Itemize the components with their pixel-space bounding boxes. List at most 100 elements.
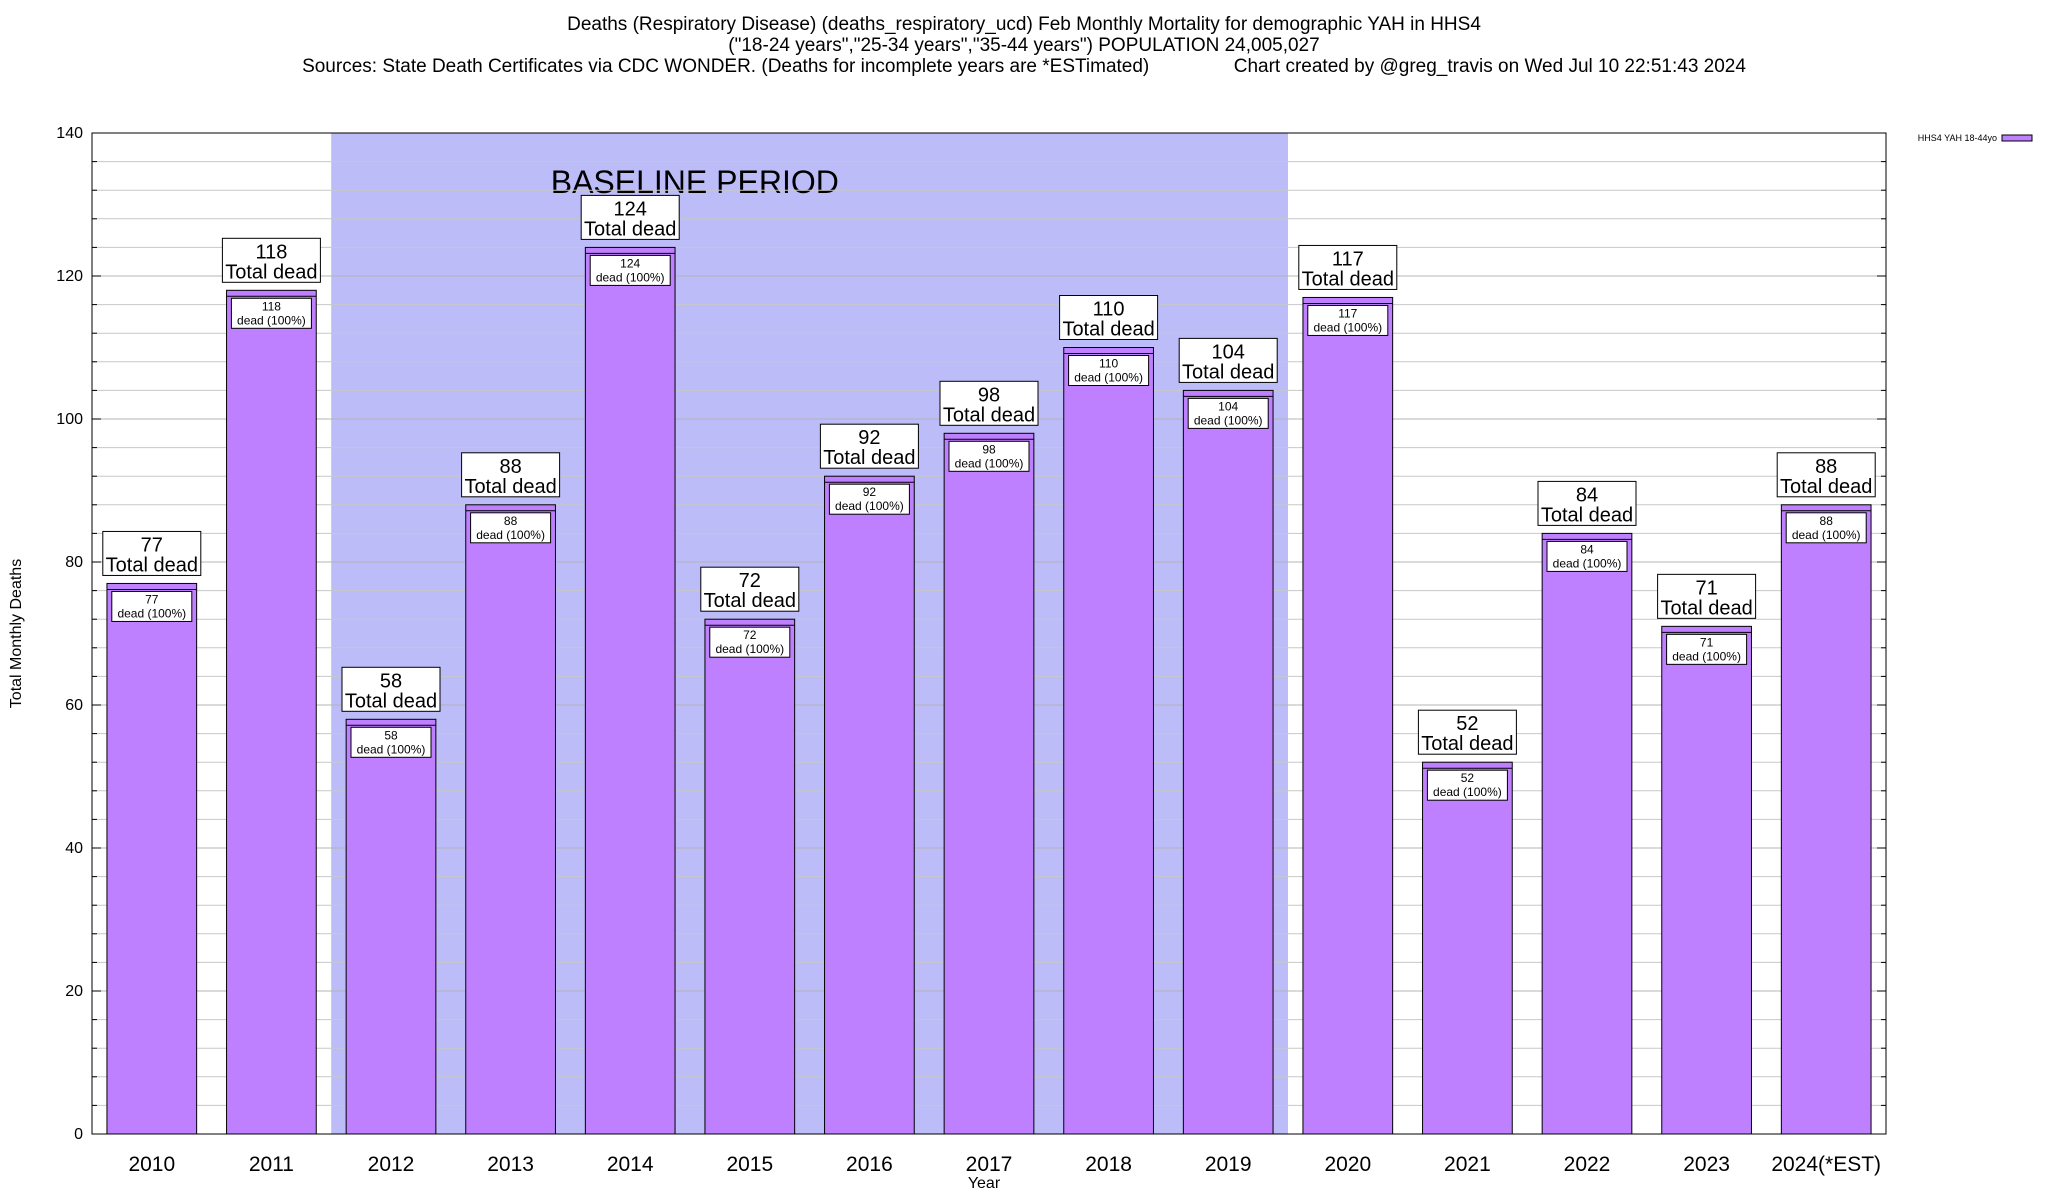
inner-value-label: 84 (1580, 542, 1594, 556)
total-label-box (700, 566, 800, 612)
plot-frame (91, 132, 1887, 1135)
inner-caption-label: dead (100%) (1672, 649, 1741, 663)
inner-caption-label: dead (100%) (357, 742, 426, 756)
total-value-label: 118 (255, 241, 287, 263)
bar-2015 (704, 618, 796, 1135)
inner-label-box (230, 297, 312, 329)
inner-label-box (470, 512, 552, 544)
bar-2018 (1063, 347, 1154, 1135)
inner-caption-label: dead (100%) (1553, 556, 1622, 570)
legend-label: HHS4 YAH 18-44yo (1918, 133, 1997, 143)
x-tick-label: 2023 (1683, 1153, 1730, 1176)
inner-value-label: 118 (262, 299, 281, 313)
inner-label-box (948, 440, 1030, 472)
total-caption-label: Total dead (1660, 597, 1752, 619)
total-value-label: 110 (1093, 299, 1125, 321)
x-tick-label: 2016 (846, 1153, 893, 1176)
bar-2017 (943, 432, 1035, 1135)
total-label-box (1178, 337, 1278, 383)
y-tick-label: 40 (65, 840, 83, 857)
total-caption-label: Total dead (1780, 476, 1872, 498)
total-caption-label: Total dead (1421, 733, 1513, 755)
inner-label-box (1426, 769, 1508, 801)
legend-swatch (2001, 134, 2033, 142)
total-value-label: 77 (141, 534, 163, 556)
x-tick-label: 2020 (1324, 1153, 1371, 1176)
total-value-label: 88 (499, 456, 521, 478)
x-tick-label: 2018 (1085, 1153, 1132, 1176)
inner-caption-label: dead (100%) (715, 642, 784, 656)
y-axis-title: Total Monthly Deaths (8, 559, 25, 708)
total-value-label: 58 (380, 670, 402, 692)
legend-layer: HHS4 YAH 18-44yo (1918, 133, 2033, 143)
chart-title: Deaths (Respiratory Disease) (deaths_res… (567, 14, 1481, 35)
x-tick-label: 2011 (249, 1153, 294, 1176)
bar-2024(*EST) (1780, 504, 1872, 1135)
total-caption-label: Total dead (704, 590, 796, 612)
inner-caption-label: dead (100%) (835, 499, 904, 513)
inner-caption-label: dead (100%) (476, 528, 545, 542)
total-label-box (1417, 709, 1517, 755)
x-tick-label: 2024(*EST) (1771, 1153, 1881, 1176)
total-caption-label: Total dead (345, 690, 437, 712)
inner-caption-label: dead (100%) (237, 313, 306, 327)
y-tick-label: 100 (56, 411, 83, 428)
baseline-region-label: BASELINE PERIOD (551, 164, 839, 200)
bar-2014 (584, 246, 676, 1135)
total-label-box (1298, 244, 1398, 290)
inner-value-label: 92 (863, 485, 877, 499)
total-value-label: 71 (1695, 577, 1717, 599)
inner-label-box (1307, 304, 1389, 336)
total-label-box (461, 452, 561, 498)
x-tick-label: 2013 (487, 1153, 534, 1176)
inner-caption-label: dead (100%) (1313, 320, 1382, 334)
bar-layer (106, 246, 1872, 1135)
inner-label-box (828, 483, 910, 515)
total-value-label: 124 (614, 198, 647, 220)
chart-subtitle: ("18-24 years","25-34 years","35-44 year… (728, 35, 1320, 56)
x-tick-label: 2012 (368, 1153, 415, 1176)
total-value-label: 92 (858, 427, 880, 449)
total-caption-label: Total dead (106, 554, 198, 576)
total-label-box (1537, 480, 1637, 526)
inner-label-box (111, 590, 193, 622)
total-label-box (1059, 295, 1159, 340)
y-tick-label: 0 (74, 1126, 83, 1143)
inner-caption-label: dead (100%) (1433, 785, 1502, 799)
inner-value-label: 58 (384, 728, 398, 742)
bar-2012 (345, 718, 437, 1135)
inner-value-label: 52 (1461, 771, 1475, 785)
x-tick-label: 2014 (607, 1153, 654, 1176)
chart-title-block: Deaths (Respiratory Disease) (deaths_res… (0, 14, 2048, 77)
bar-2022 (1541, 532, 1633, 1135)
y-tick-label: 120 (56, 268, 83, 285)
total-value-label: 117 (1332, 248, 1364, 270)
inner-caption-label: dead (100%) (117, 606, 186, 620)
total-caption-label: Total dead (943, 404, 1035, 426)
bar-2013 (465, 504, 556, 1135)
inner-value-label: 72 (743, 628, 757, 642)
total-caption-label: Total dead (464, 476, 556, 498)
inner-label-box (1068, 355, 1150, 386)
total-caption-label: Total dead (1182, 361, 1274, 383)
bar-2016 (824, 475, 915, 1135)
x-tick-label: 2015 (726, 1153, 773, 1176)
inner-label-box (709, 626, 791, 658)
inner-label-box (1666, 633, 1748, 665)
total-value-label: 84 (1576, 484, 1598, 506)
inner-label-box (589, 254, 671, 286)
inner-value-label: 88 (504, 514, 518, 528)
bar-2021 (1422, 761, 1513, 1135)
total-label-box (939, 380, 1039, 426)
bar-2010 (106, 582, 198, 1135)
total-label-box (1776, 452, 1876, 498)
inner-caption-label: dead (100%) (1194, 413, 1263, 427)
inner-caption-label: dead (100%) (955, 456, 1024, 470)
x-tick-label: 2022 (1564, 1153, 1611, 1176)
x-tick-label: 2019 (1205, 1153, 1252, 1176)
total-caption-label: Total dead (225, 261, 317, 283)
y-tick-label: 60 (65, 697, 83, 714)
inner-caption-label: dead (100%) (1792, 528, 1861, 542)
x-tick-label: 2017 (966, 1153, 1013, 1176)
